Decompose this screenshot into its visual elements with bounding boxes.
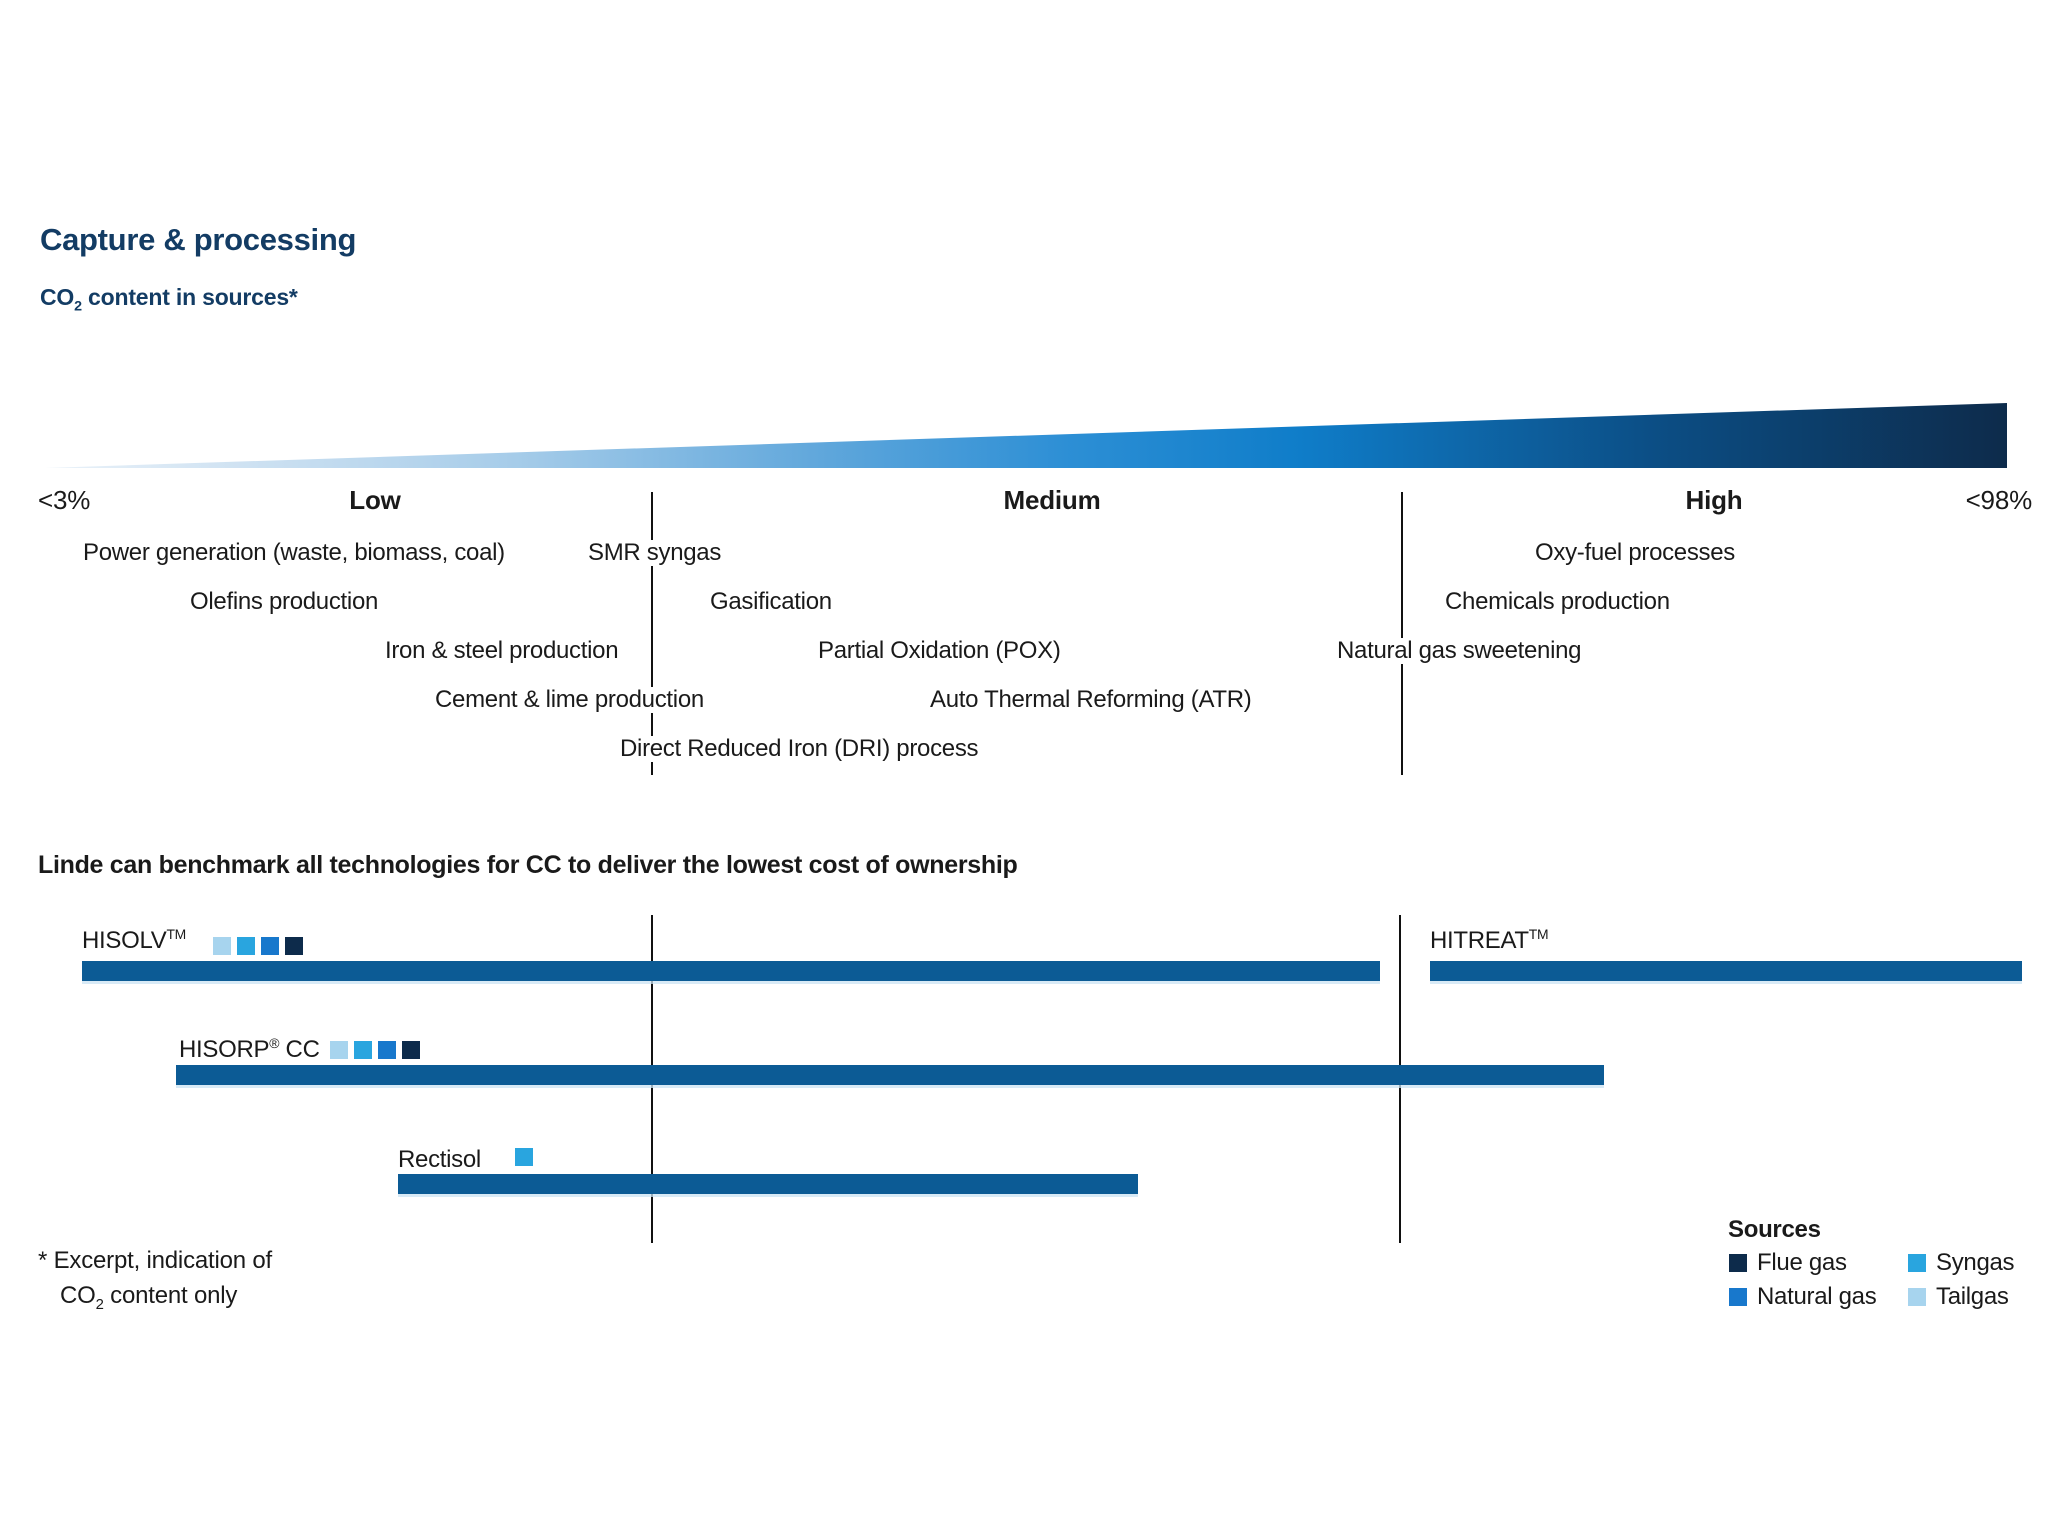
legend-label-flue-gas: Flue gas <box>1757 1249 1847 1276</box>
subtitle-rest: content in sources* <box>81 284 298 310</box>
hisolv-label: HISOLVTM <box>82 926 186 955</box>
rectisol-label: Rectisol <box>398 1146 481 1174</box>
hisorp-label: HISORP® CC <box>179 1035 320 1064</box>
hitreat-name: HITREAT <box>1430 927 1529 954</box>
footnote-co: CO <box>60 1282 96 1309</box>
hisorp-source-swatches <box>330 1041 420 1059</box>
subtitle-subscript: 2 <box>74 298 82 315</box>
legend-item-tailgas: Tailgas <box>1908 1283 2009 1311</box>
zone-label-medium: Medium <box>1003 485 1101 515</box>
natural-gas-swatch <box>378 1041 396 1059</box>
natural-gas-swatch <box>1729 1288 1747 1306</box>
hisorp-registered-mark: ® <box>269 1035 280 1051</box>
natural-gas-swatch <box>261 937 279 955</box>
hisorp-name: HISORP <box>179 1036 270 1063</box>
footnote-line1: * Excerpt, indication of <box>38 1247 272 1274</box>
legend-label-tailgas: Tailgas <box>1936 1283 2009 1310</box>
source-label-power-generation: Power generation (waste, biomass, coal) <box>77 540 511 566</box>
hisorp-range-bar <box>176 1065 1604 1085</box>
rectisol-name: Rectisol <box>398 1146 481 1173</box>
source-label-iron-steel: Iron & steel production <box>379 638 625 664</box>
hisolv-name: HISOLV <box>82 927 167 954</box>
syngas-swatch <box>1908 1254 1926 1272</box>
footnote: * Excerpt, indication of CO2 content onl… <box>38 1243 272 1323</box>
legend-item-flue-gas: Flue gas <box>1729 1249 1847 1277</box>
source-label-chemicals: Chemicals production <box>1439 589 1676 615</box>
legend-label-syngas: Syngas <box>1936 1249 2015 1276</box>
hisolv-range-bar <box>82 961 1380 981</box>
footnote-subscript: 2 <box>95 1296 104 1313</box>
legend-title: Sources <box>1728 1216 1821 1243</box>
tailgas-swatch <box>1908 1288 1926 1306</box>
hitreat-range-bar <box>1430 961 2022 981</box>
axis-min-label: <3% <box>38 485 91 515</box>
source-label-oxy-fuel: Oxy-fuel processes <box>1529 540 1742 566</box>
zone-divider-low-medium <box>651 492 653 775</box>
subtitle-co: CO <box>40 284 75 310</box>
page-title: Capture & processing <box>40 222 357 257</box>
source-label-atr: Auto Thermal Reforming (ATR) <box>924 687 1258 713</box>
legend-label-natural-gas: Natural gas <box>1757 1283 1877 1310</box>
axis-max-label: <98% <box>1965 485 2033 515</box>
footnote-rest: content only <box>103 1282 238 1309</box>
benchmark-section-title: Linde can benchmark all technologies for… <box>38 851 1018 879</box>
hitreat-label: HITREATTM <box>1430 926 1549 955</box>
syngas-swatch <box>354 1041 372 1059</box>
flue-gas-swatch <box>402 1041 420 1059</box>
zone-label-high: High <box>1685 485 1743 515</box>
source-label-cement-lime: Cement & lime production <box>429 687 710 713</box>
flue-gas-swatch <box>285 937 303 955</box>
hisorp-suffix: CC <box>279 1036 320 1063</box>
hitreat-trademark: TM <box>1528 926 1549 942</box>
syngas-swatch <box>515 1148 533 1166</box>
source-label-smr-syngas: SMR syngas <box>582 540 728 566</box>
footnote-line2: CO2 content only <box>60 1278 272 1323</box>
legend-item-syngas: Syngas <box>1908 1249 2015 1277</box>
source-label-gasification: Gasification <box>704 589 838 615</box>
hisolv-trademark: TM <box>166 926 186 942</box>
rectisol-range-bar <box>398 1174 1138 1194</box>
source-label-gas-sweetening: Natural gas sweetening <box>1331 638 1588 664</box>
source-label-pox: Partial Oxidation (POX) <box>812 638 1067 664</box>
syngas-swatch <box>237 937 255 955</box>
hisolv-source-swatches <box>213 937 303 955</box>
source-label-dri: Direct Reduced Iron (DRI) process <box>614 736 985 762</box>
legend-item-natural-gas: Natural gas <box>1729 1283 1877 1311</box>
co2-gradient-wedge <box>45 403 2007 468</box>
rectisol-source-swatches <box>515 1148 533 1166</box>
page-subtitle: CO2 content in sources* <box>40 284 298 315</box>
source-label-olefins: Olefins production <box>184 589 385 615</box>
zone-divider-medium-high <box>1401 492 1403 775</box>
tailgas-swatch <box>330 1041 348 1059</box>
zone-label-low: Low <box>349 485 401 515</box>
tailgas-swatch <box>213 937 231 955</box>
flue-gas-swatch <box>1729 1254 1747 1272</box>
